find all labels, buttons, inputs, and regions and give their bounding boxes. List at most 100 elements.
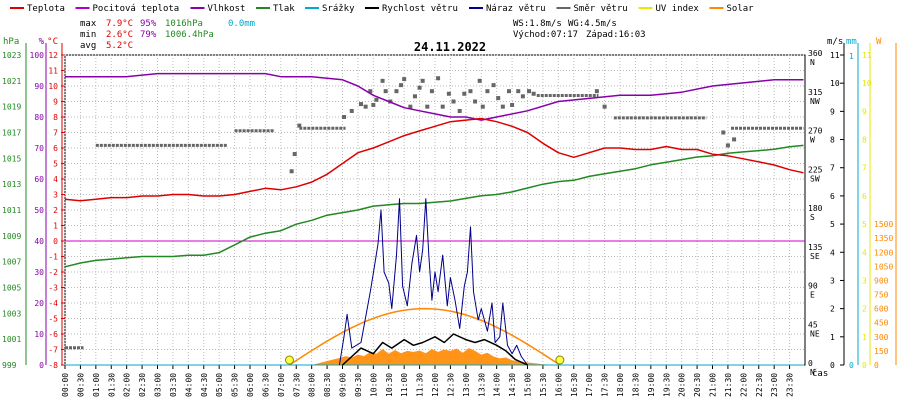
celsius-tick-label: 0 — [53, 237, 58, 246]
x-tick-label: 16:00 — [554, 373, 563, 397]
solar-tick-label: 150 — [874, 347, 889, 356]
x-tick-label: 13:30 — [477, 373, 486, 397]
direction-tick-label: 180 — [808, 204, 823, 213]
direction-tick-label: 225 — [808, 165, 823, 174]
ms-axis-label: m/s — [827, 37, 843, 47]
ms-tick-label: 8 — [830, 136, 835, 145]
celsius-axis-label: °C — [47, 37, 58, 47]
legend-label: Pocitová teplota — [93, 4, 180, 14]
x-tick-label: 03:30 — [169, 373, 178, 397]
wind-direction-point — [516, 89, 521, 94]
solar-expected-curve — [289, 307, 561, 366]
uv-tick-label: 1 — [862, 333, 867, 342]
wind-direction-point — [594, 89, 599, 94]
x-tick-label: 13:00 — [462, 373, 471, 397]
direction-tick-name: N — [810, 368, 815, 377]
legend-label: Náraz větru — [486, 4, 546, 14]
pressure-tick-label: 1015 — [2, 154, 21, 163]
x-tick-label: 14:00 — [493, 373, 502, 397]
chart-legend: Teplota Pocitová teplota Vlhkost Tlak Srážky… — [10, 4, 754, 14]
x-tick-label: 22:30 — [755, 373, 764, 397]
celsius-tick-label: -4 — [48, 299, 58, 308]
direction-tick-name: W — [810, 136, 815, 145]
stat-sunset: Západ:16:03 — [586, 30, 646, 40]
wind-direction-point — [721, 130, 726, 135]
x-tick-label: 08:00 — [308, 373, 317, 397]
stat-avg-label: avg — [80, 41, 96, 51]
celsius-tick-label: 2 — [53, 206, 58, 215]
wind-direction-point — [420, 78, 425, 83]
x-tick-label: 06:00 — [246, 373, 255, 397]
solar-axis-label: W — [876, 37, 882, 47]
celsius-tick-label: 5 — [53, 160, 58, 169]
celsius-tick-label: 1 — [53, 222, 58, 231]
x-tick-label: 05:00 — [215, 373, 224, 397]
solar-tick-label: 750 — [874, 291, 889, 300]
chart-title: 24.11.2022 — [414, 40, 486, 54]
x-tick-label: 07:00 — [277, 373, 286, 397]
stat-max-rain: 0.0mm — [228, 19, 255, 29]
uv-tick-label: 2 — [862, 305, 867, 314]
uv-tick-label: 4 — [862, 248, 867, 257]
wind-direction-point — [602, 104, 607, 109]
solar-tick-label: 1200 — [874, 248, 893, 257]
solar-tick-label: 900 — [874, 276, 889, 285]
pressure-tick-label: 999 — [2, 361, 17, 370]
wind-direction-point — [289, 169, 294, 174]
x-tick-label: 10:00 — [369, 373, 378, 397]
wind-direction-point — [417, 85, 422, 90]
wind-direction-point — [520, 94, 525, 99]
wind-direction-point — [374, 97, 379, 102]
x-tick-label: 19:00 — [647, 373, 656, 397]
percent-tick-label: 60 — [34, 175, 44, 184]
sunset-marker — [555, 355, 565, 365]
mm-tick-label: 1 — [849, 52, 854, 61]
wind-direction-point — [349, 108, 354, 113]
legend-label: Směr větru — [574, 4, 628, 14]
solar-tick-label: 1350 — [874, 234, 893, 243]
x-tick-label: 06:30 — [261, 373, 270, 397]
wind-direction-point — [383, 89, 388, 94]
direction-tick-name: SW — [810, 174, 820, 183]
direction-tick-name: SE — [810, 252, 820, 261]
uv-tick-label: 8 — [862, 136, 867, 145]
stat-min-temp: 2.6°C — [106, 30, 133, 40]
humidity-line — [65, 72, 804, 121]
percent-axis-label: % — [39, 37, 45, 47]
x-tick-label: 15:00 — [524, 373, 533, 397]
x-tick-label: 18:30 — [631, 373, 640, 397]
percent-tick-label: 30 — [34, 268, 44, 277]
pressure-tick-label: 1013 — [2, 180, 21, 189]
ms-tick-label: 3 — [830, 276, 835, 285]
pressure-tick-label: 1021 — [2, 77, 21, 86]
x-tick-label: 01:30 — [107, 373, 116, 397]
pressure-tick-label: 1009 — [2, 232, 21, 241]
wind-direction-point — [408, 104, 413, 109]
celsius-tick-label: 6 — [53, 144, 58, 153]
x-tick-label: 10:30 — [385, 373, 394, 397]
wind-direction-point — [510, 102, 515, 107]
uv-tick-label: 0 — [862, 361, 867, 370]
pressure-tick-label: 1019 — [2, 103, 21, 112]
wind-direction-point — [485, 89, 490, 94]
wind-direction-point — [725, 143, 730, 148]
solar-tick-label: 1500 — [874, 220, 893, 229]
x-tick-label: 15:30 — [539, 373, 548, 397]
celsius-tick-label: 12 — [48, 51, 58, 60]
solar-tick-label: 450 — [874, 319, 889, 328]
percent-tick-label: 20 — [34, 299, 44, 308]
wind-direction-point — [429, 89, 434, 94]
ms-tick-label: 9 — [830, 107, 835, 116]
wind-direction-point — [531, 91, 536, 96]
wind-direction-point — [371, 102, 376, 107]
percent-tick-label: 0 — [39, 361, 44, 370]
x-tick-label: 23:30 — [786, 373, 795, 397]
direction-tick-label: 45 — [808, 320, 818, 329]
wind-direction-point — [468, 89, 473, 94]
stat-max-pressure: 1016hPa — [165, 19, 203, 29]
wind-direction-point — [500, 104, 505, 109]
solar-area — [311, 348, 556, 365]
celsius-tick-label: -7 — [48, 346, 58, 355]
wind-direction-point — [491, 83, 496, 88]
